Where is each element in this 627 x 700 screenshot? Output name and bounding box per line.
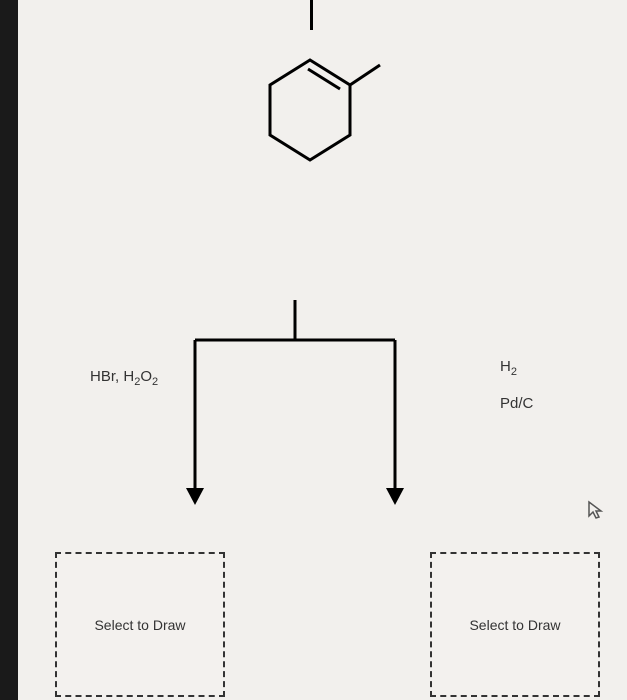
- draw-box-left-text: Select to Draw: [94, 617, 185, 633]
- draw-box-right-text: Select to Draw: [469, 617, 560, 633]
- reagent-right-label: H2 Pd/C: [500, 358, 533, 412]
- draw-box-left[interactable]: Select to Draw: [55, 552, 225, 697]
- reagent-left-label: HBr, H2O2: [90, 368, 158, 388]
- reaction-arrow-split: [100, 300, 530, 500]
- arrow-stem-top: [310, 0, 313, 30]
- reagent-right-line1: H2: [500, 358, 517, 375]
- reagent-right-line2: Pd/C: [500, 395, 533, 412]
- reagent-left-text: HBr, H2O2: [90, 368, 158, 385]
- cursor-icon: [587, 500, 605, 520]
- draw-box-right[interactable]: Select to Draw: [430, 552, 600, 697]
- screen-edge: [0, 0, 18, 700]
- molecule-methylcyclohexene: [230, 50, 390, 190]
